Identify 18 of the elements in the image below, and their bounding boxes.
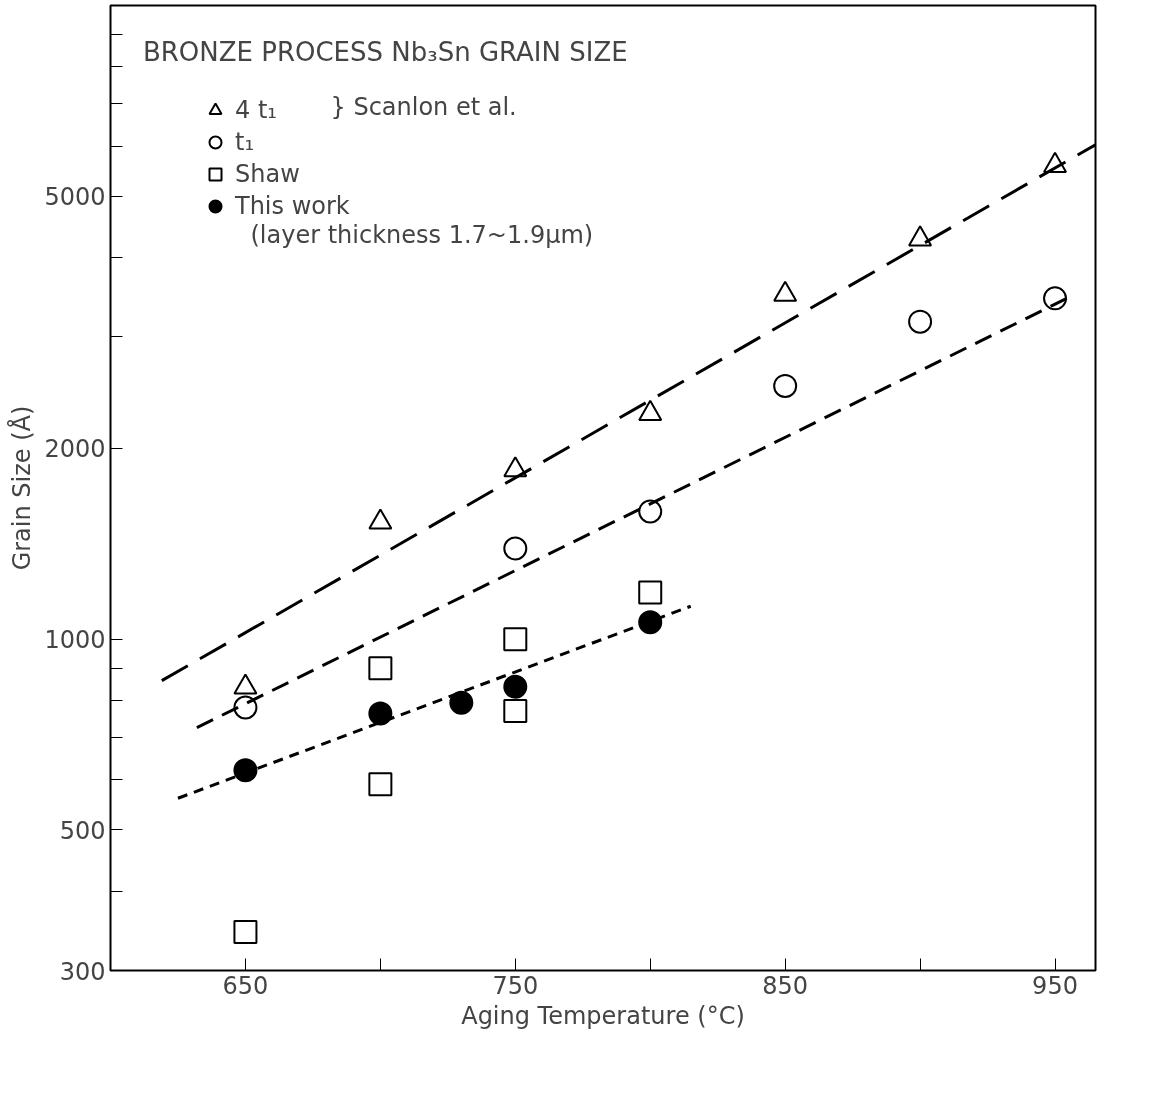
legend-label: Shaw: [235, 160, 300, 188]
y-tick-label: 5000: [44, 183, 106, 212]
y-tick-label: 2000: [44, 435, 106, 464]
y-tick-label: 300: [59, 957, 106, 986]
y-tick-label: 1000: [44, 626, 106, 655]
legend-label: This work: [235, 192, 350, 220]
x-axis-title: Aging Temperature (°C): [461, 1001, 745, 1030]
annotation: } Scanlon et al.: [330, 92, 517, 121]
x-tick-label: 950: [1032, 971, 1078, 1000]
x-tick-label: 650: [222, 971, 269, 1000]
y-tick-label: 500: [59, 816, 106, 845]
x-tick-label: 850: [762, 971, 809, 1000]
legend-label: t₁: [235, 128, 255, 156]
y-axis-title: Grain Size (Å): [7, 405, 37, 571]
text: BRONZE PROCESS Nb₃Sn GRAIN SIZE: [142, 36, 628, 67]
legend-label: 4 t₁: [235, 96, 277, 124]
x-tick-label: 750: [492, 971, 539, 1000]
annotation: (layer thickness 1.7~1.9μm): [250, 220, 594, 249]
